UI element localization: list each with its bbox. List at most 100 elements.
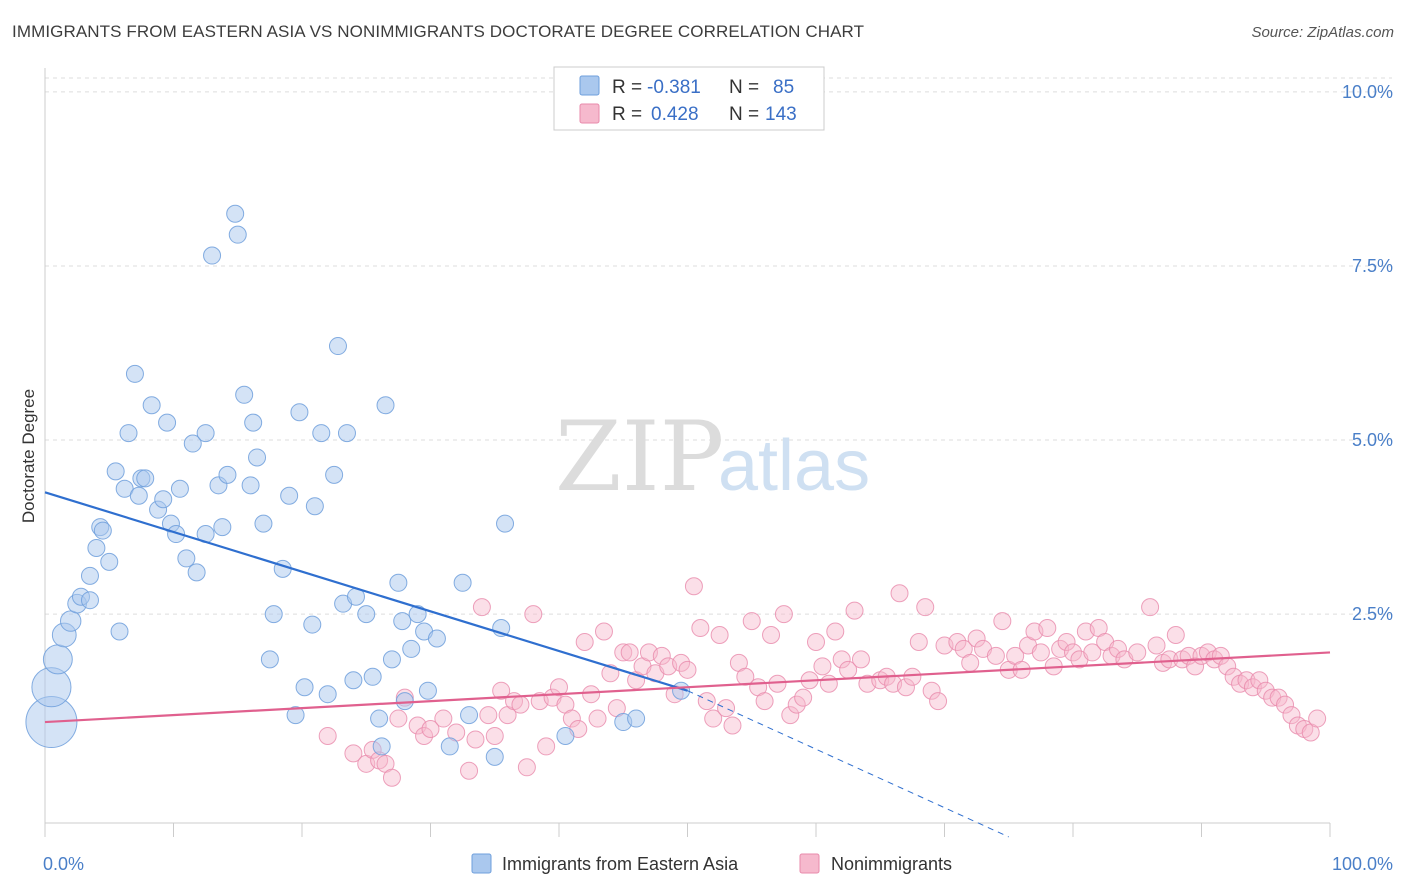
eastern-asia-trend-extension	[687, 690, 1009, 838]
eastern-asia-points	[25, 204, 691, 766]
eastern-asia-point	[344, 671, 363, 690]
nonimmigrants-point	[1064, 643, 1082, 662]
nonimmigrants-point	[1211, 646, 1230, 665]
eastern-asia-point	[100, 552, 119, 571]
nonimmigrants-point	[691, 619, 710, 638]
bottom-legend-swatch-blue	[471, 853, 492, 874]
nonimmigrants-point	[517, 758, 536, 777]
nonimmigrants-point	[723, 716, 742, 735]
eastern-asia-point	[136, 469, 155, 488]
bottom-legend-label-blue: Immigrants from Eastern Asia	[502, 854, 739, 874]
nonimmigrants-point	[961, 653, 980, 672]
eastern-asia-point	[154, 490, 173, 509]
eastern-asia-point	[328, 337, 347, 356]
nonimmigrants-point	[1237, 671, 1256, 690]
nonimmigrants-point	[460, 761, 479, 780]
nonimmigrants-point	[1057, 632, 1076, 651]
eastern-asia-point	[248, 448, 267, 467]
nonimmigrants-point	[550, 678, 568, 697]
nonimmigrants-point	[922, 681, 941, 700]
eastern-asia-point	[218, 465, 237, 484]
eastern-asia-point	[119, 424, 138, 443]
eastern-asia-point	[453, 573, 472, 592]
nonimmigrants-point	[582, 685, 601, 704]
source-label: Source: ZipAtlas.com	[1251, 24, 1394, 41]
nonimmigrants-point	[781, 706, 800, 725]
y-tick-label-3: 10.0%	[1342, 82, 1393, 102]
eastern-asia-point	[125, 364, 144, 383]
legend-r-label-2: R =	[612, 104, 642, 125]
chart-title: IMMIGRANTS FROM EASTERN ASIA VS NONIMMIG…	[12, 22, 865, 41]
bottom-legend-swatch-pink	[799, 853, 820, 874]
eastern-asia-point	[440, 737, 459, 756]
eastern-asia-point	[228, 225, 247, 244]
bottom-legend-label-pink: Nonimmigrants	[831, 854, 952, 874]
nonimmigrants-point	[890, 584, 909, 603]
nonimmigrants-point	[1250, 671, 1269, 690]
y-tick-label-1: 5.0%	[1352, 430, 1393, 450]
legend-n-label-1: N =	[729, 77, 759, 98]
nonimmigrants-point	[421, 720, 440, 739]
eastern-asia-point	[280, 486, 299, 505]
legend-n-value-2: 143	[765, 104, 797, 125]
nonimmigrants-point	[929, 692, 948, 711]
nonimmigrants-point	[575, 632, 594, 651]
legend-n-label-2: N =	[729, 104, 759, 125]
nonimmigrants-point	[434, 709, 453, 728]
eastern-asia-point	[485, 747, 504, 766]
nonimmigrants-point	[672, 653, 691, 672]
nonimmigrants-point	[697, 692, 716, 711]
nonimmigrants-point	[1108, 639, 1127, 658]
nonimmigrants-point	[1186, 657, 1205, 676]
x-tick-label-1: 100.0%	[1332, 854, 1393, 874]
legend-r-label-1: R =	[612, 77, 642, 98]
legend-n-value-1: 85	[773, 77, 794, 98]
nonimmigrants-point	[903, 667, 922, 686]
nonimmigrants-point	[1128, 643, 1147, 662]
nonimmigrants-point	[807, 632, 825, 651]
nonimmigrants-point	[318, 726, 337, 745]
y-tick-label-2: 7.5%	[1352, 256, 1393, 276]
eastern-asia-point	[357, 605, 376, 624]
nonimmigrants-point	[845, 601, 864, 620]
eastern-asia-point	[389, 573, 408, 592]
eastern-asia-point	[372, 737, 391, 756]
nonimmigrants-point	[851, 650, 870, 669]
nonimmigrants-point	[479, 706, 498, 725]
nonimmigrants-point	[389, 709, 408, 728]
eastern-asia-point	[303, 615, 322, 634]
eastern-asia-point	[183, 434, 202, 453]
eastern-asia-point	[286, 706, 305, 725]
eastern-asia-point	[295, 678, 314, 697]
y-tick-label-0: 2.5%	[1352, 604, 1393, 624]
nonimmigrants-point	[1308, 709, 1327, 728]
nonimmigrants-point	[652, 646, 671, 665]
eastern-asia-point	[627, 709, 646, 728]
nonimmigrants-point	[344, 744, 363, 763]
nonimmigrants-point	[896, 678, 915, 697]
nonimmigrants-point	[832, 650, 851, 669]
nonimmigrants-point	[1141, 598, 1160, 617]
nonimmigrants-point	[986, 646, 1005, 665]
bottom-legend: Immigrants from Eastern Asia Nonimmigran…	[471, 853, 952, 874]
nonimmigrants-point	[813, 657, 832, 676]
legend-r-value-1: -0.381	[647, 77, 701, 98]
y-axis-label: Doctorate Degree	[19, 389, 38, 523]
eastern-asia-point	[42, 644, 73, 675]
eastern-asia-point	[129, 486, 148, 505]
eastern-asia-point	[260, 650, 279, 669]
nonimmigrants-point	[794, 688, 813, 707]
eastern-asia-point	[158, 413, 177, 432]
x-tick-label-0: 0.0%	[43, 854, 84, 874]
eastern-asia-point	[363, 667, 382, 686]
nonimmigrants-point	[1282, 706, 1301, 725]
nonimmigrants-point	[472, 598, 491, 617]
nonimmigrants-point	[1160, 650, 1179, 669]
eastern-asia-point	[418, 681, 437, 700]
eastern-asia-point	[290, 403, 309, 422]
eastern-asia-point	[556, 726, 575, 745]
nonimmigrants-point	[485, 726, 504, 745]
eastern-asia-point	[106, 462, 125, 481]
eastern-asia-point	[31, 667, 72, 708]
